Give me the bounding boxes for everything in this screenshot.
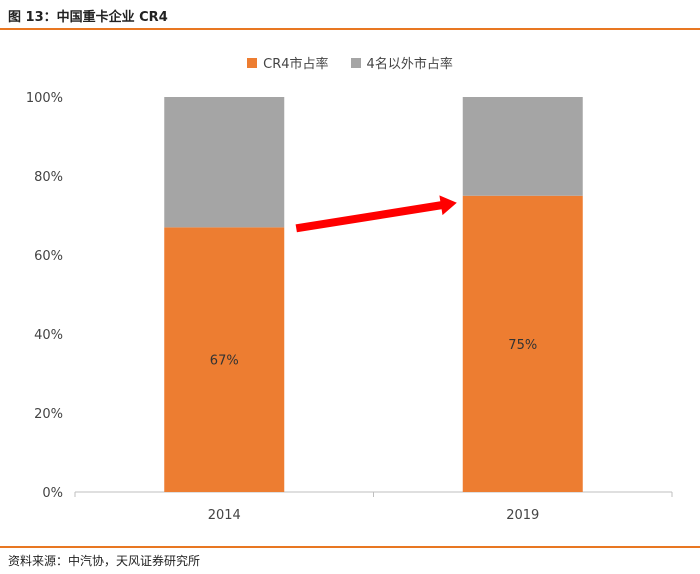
stacked-bar-chart: 0% 20% 40% 60% 80% 100% 67% 2014 75% 2019 — [26, 91, 673, 523]
legend-label-others: 4名以外市占率 — [366, 57, 453, 72]
chart-legend: CR4市占率 4名以外市占率 — [0, 53, 700, 72]
x-tick-label: 2019 — [506, 508, 539, 523]
legend-label-cr4: CR4市占率 — [263, 57, 329, 72]
x-tick-label: 2014 — [208, 508, 241, 523]
legend-swatch-others — [350, 57, 361, 68]
bar-segment-others — [164, 97, 285, 228]
y-tick-label: 60% — [34, 249, 63, 264]
trend-arrow — [295, 195, 457, 233]
bar-segment-others — [462, 97, 583, 196]
bottom-rule — [0, 546, 700, 548]
y-tick-label: 0% — [42, 486, 63, 501]
legend-item-cr4: CR4市占率 — [247, 53, 329, 72]
source-note: 资料来源：中汽协，天风证券研究所 — [8, 554, 201, 568]
y-tick-label: 80% — [34, 170, 63, 185]
bar-segment-cr4 — [164, 227, 285, 492]
legend-item-others: 4名以外市占率 — [350, 53, 453, 72]
y-tick-label: 20% — [34, 407, 63, 422]
top-rule — [0, 28, 700, 30]
data-label: 67% — [210, 354, 239, 369]
legend-swatch-cr4 — [247, 57, 258, 68]
y-tick-label: 100% — [26, 91, 63, 106]
y-tick-label: 40% — [34, 328, 63, 343]
bar-segment-cr4 — [462, 195, 583, 492]
data-label: 75% — [508, 338, 537, 353]
figure-title: 图 13：中国重卡企业 CR4 — [8, 10, 168, 25]
